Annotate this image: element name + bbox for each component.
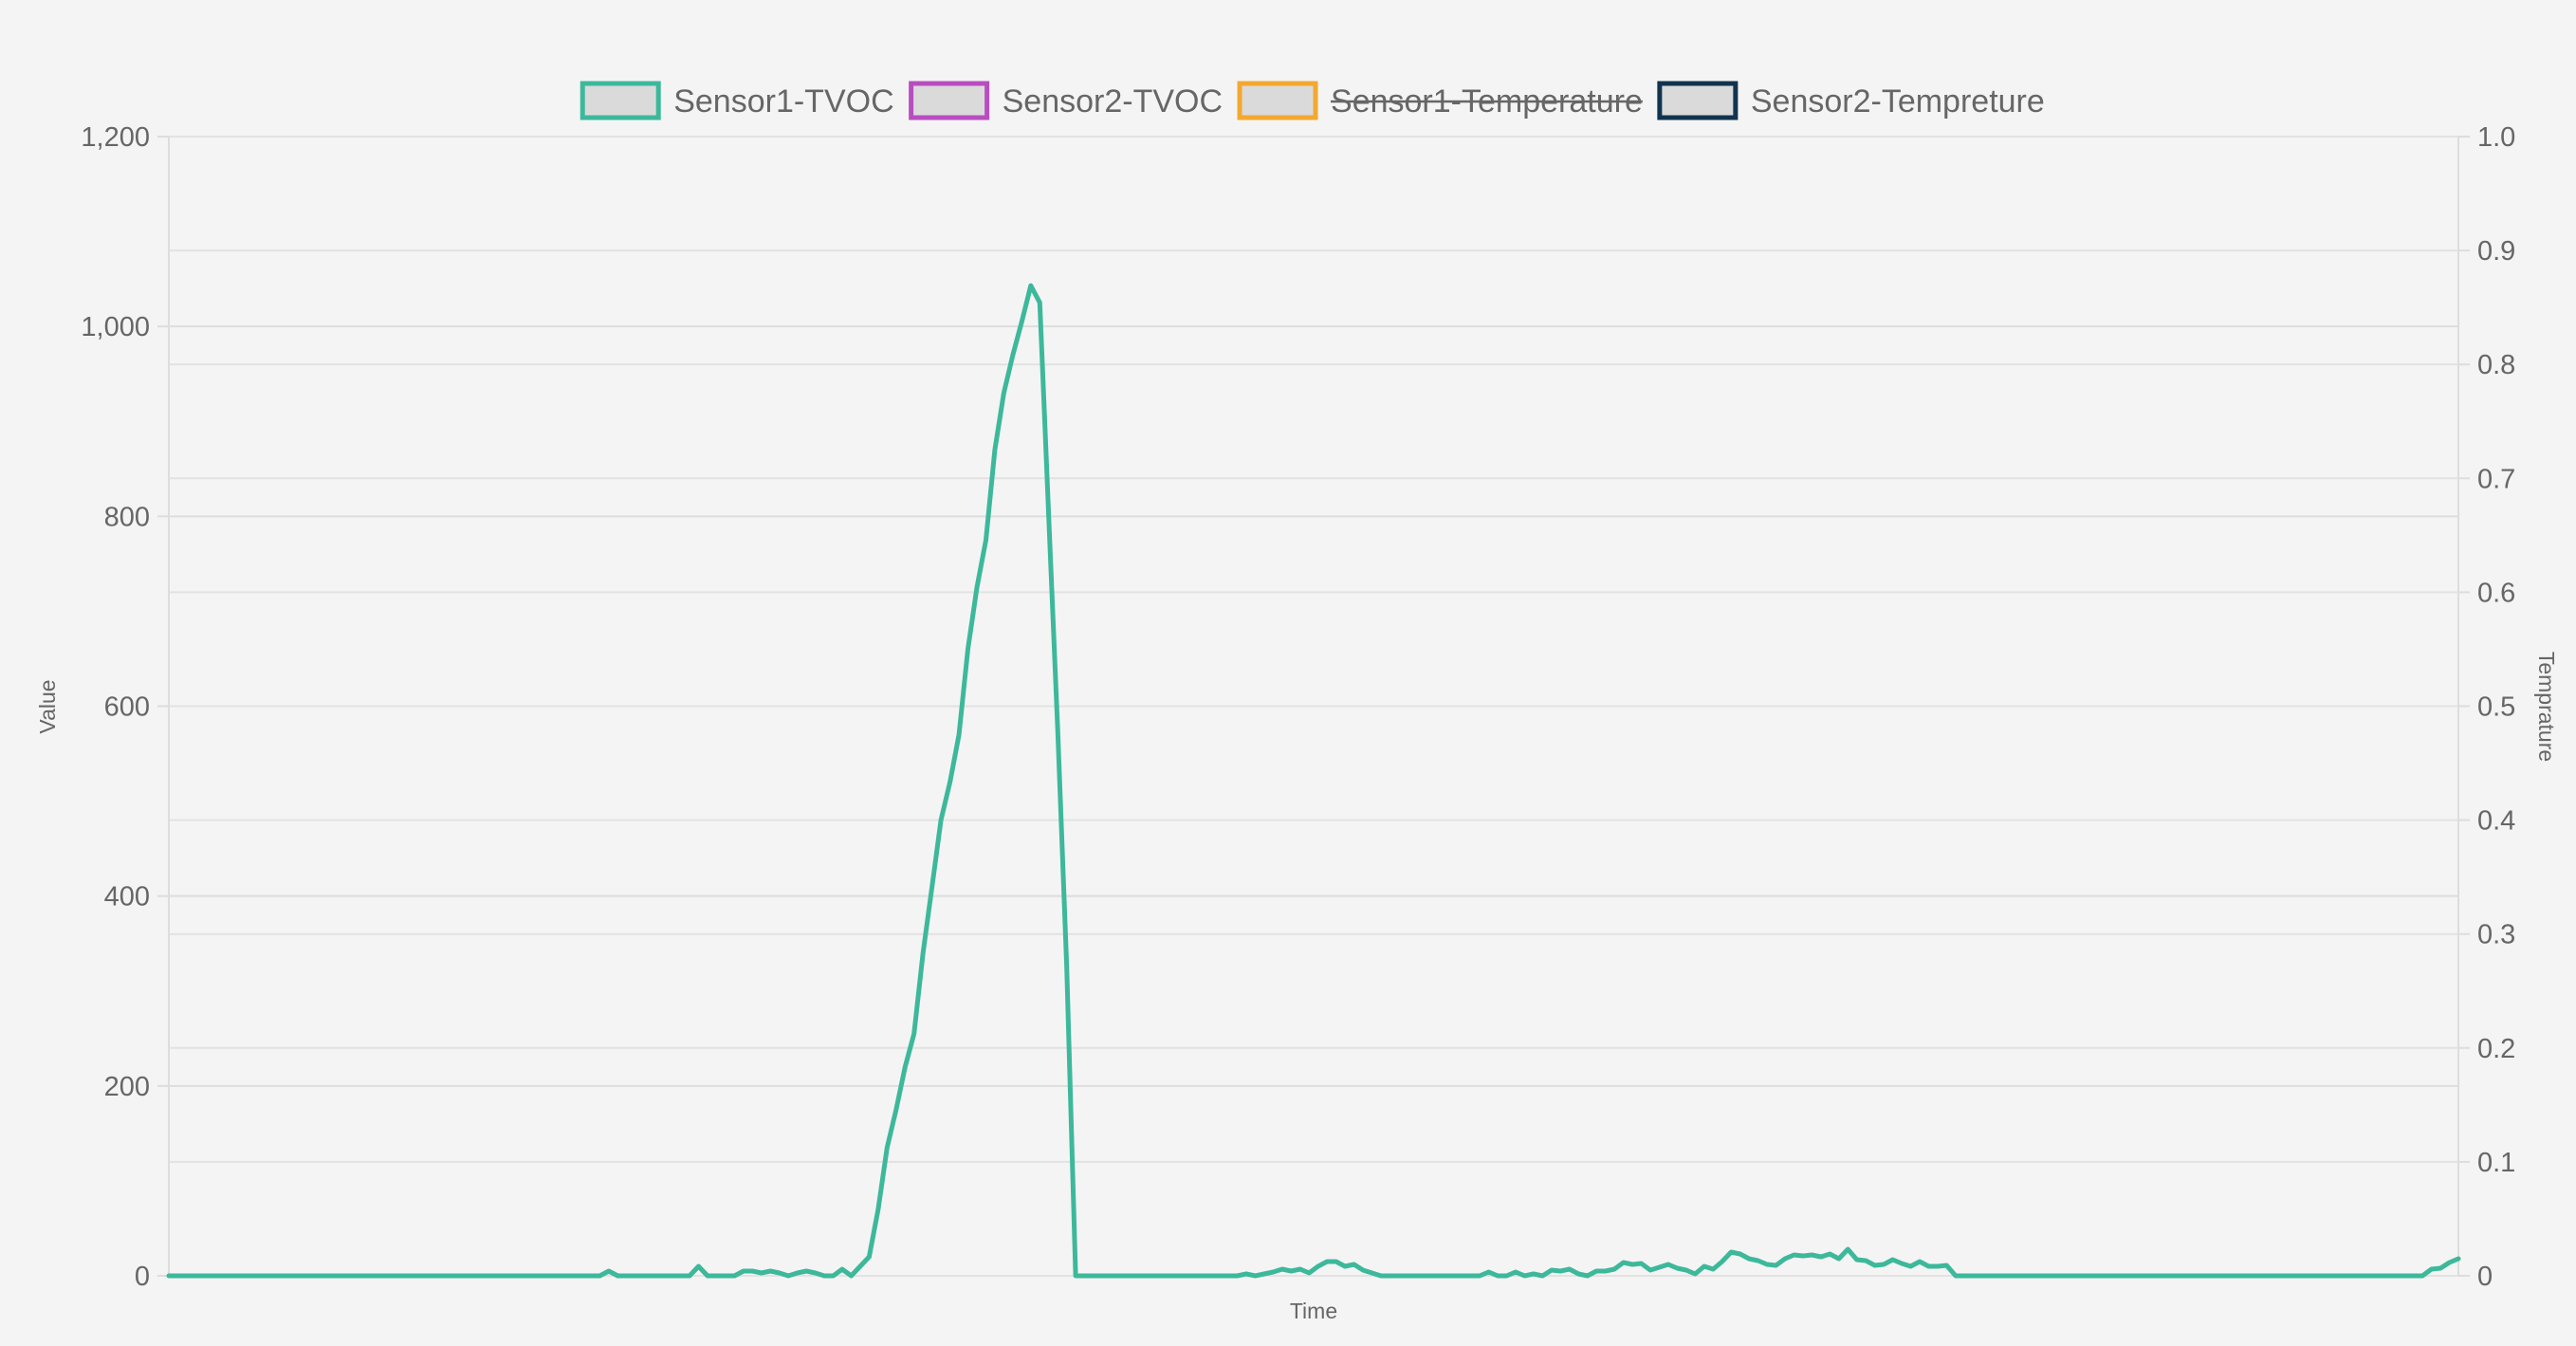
series-layer	[166, 283, 2461, 1279]
legend-label: Sensor1-TVOC	[673, 83, 893, 120]
legend-item-sensor1-temperature[interactable]: Sensor1-Temperature	[1237, 81, 1643, 120]
right-tick-label: 0.6	[2477, 578, 2515, 608]
right-tick-label: 0	[2477, 1262, 2493, 1292]
legend-swatch	[909, 81, 990, 120]
legend-swatch	[1657, 81, 1739, 120]
left-tick-label: 400	[104, 882, 150, 913]
right-tick-label: 1.0	[2477, 122, 2515, 153]
left-tick-label: 800	[104, 502, 150, 532]
left-tick-label: 200	[104, 1072, 150, 1102]
legend-item-sensor1-tvoc[interactable]: Sensor1-TVOC	[580, 81, 894, 120]
right-tick-label: 0.2	[2477, 1034, 2515, 1064]
right-tick-label: 0.7	[2477, 464, 2515, 494]
legend-swatch	[580, 81, 661, 120]
legend-label: Sensor2-Tempreture	[1751, 83, 2045, 120]
right-tick-label: 0.1	[2477, 1148, 2515, 1178]
left-tick-label: 1,000	[81, 312, 150, 342]
grid	[169, 136, 2458, 1277]
right-tick-label: 0.4	[2477, 806, 2515, 837]
right-tick-label: 0.5	[2477, 692, 2515, 723]
legend-item-sensor2-tempreture[interactable]: Sensor2-Tempreture	[1657, 81, 2045, 120]
y-axis-left-label: Value	[35, 679, 60, 733]
legend[interactable]: Sensor1-TVOC Sensor2-TVOC Sensor1-Temperat…	[580, 81, 2045, 120]
legend-label: Sensor2-TVOC	[1003, 83, 1223, 120]
y-axis-right-label: Temprature	[2534, 652, 2559, 762]
left-tick-label: 1,200	[81, 122, 150, 153]
series-line-sensor1-tvoc	[166, 283, 2461, 1279]
legend-swatch	[1237, 81, 1318, 120]
right-tick-label: 0.3	[2477, 920, 2515, 950]
left-tick-label: 0	[135, 1262, 150, 1292]
right-tick-label: 0.8	[2477, 350, 2515, 380]
legend-item-sensor2-tvoc[interactable]: Sensor2-TVOC	[909, 81, 1223, 120]
left-y-axis: 0 200 400 600 800 1,000 1,200	[81, 122, 170, 1292]
x-axis-label: Time	[1290, 1299, 1337, 1323]
right-tick-label: 0.9	[2477, 236, 2515, 267]
left-tick-label: 600	[104, 692, 150, 723]
right-y-axis: 0 0.1 0.2 0.3 0.4 0.5 0.6 0.7 0.8 0.9 1.0	[2457, 122, 2515, 1292]
